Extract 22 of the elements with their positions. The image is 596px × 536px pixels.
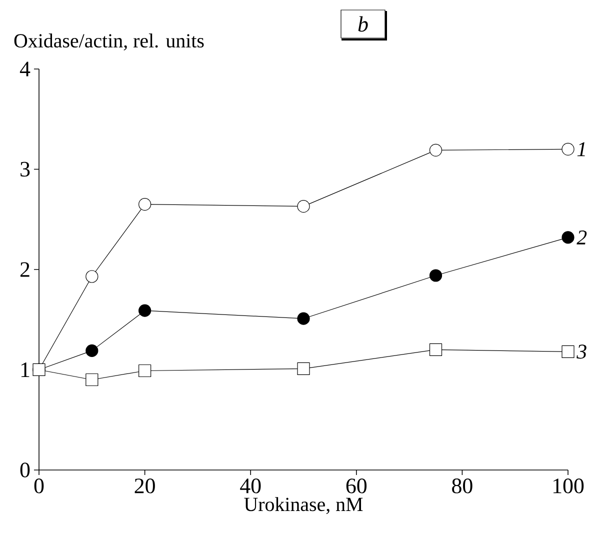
x-tick-label: 20 — [134, 478, 155, 494]
series-label: 3 — [576, 344, 586, 359]
x-axis-title: Urokinase, nM — [244, 497, 363, 514]
y-tick-label: 3 — [20, 162, 30, 177]
point — [138, 304, 152, 317]
point — [562, 231, 574, 244]
y-tick-label: 0 — [20, 462, 30, 478]
series-label: 2 — [576, 230, 587, 244]
point — [86, 344, 98, 357]
x-tick-label: 60 — [346, 478, 367, 494]
text: b — [358, 16, 368, 32]
series-label: 1 — [577, 142, 585, 156]
point — [429, 269, 442, 282]
y-axis-title: Oxidase/actin, rel. units — [14, 34, 204, 50]
y-tick-label: 4 — [20, 62, 30, 76]
x-tick-label: 100 — [553, 478, 584, 494]
x-tick-label: 40 — [240, 478, 261, 494]
point — [297, 312, 310, 325]
x-tick-label: 80 — [452, 478, 472, 494]
y-tick-label: 1 — [21, 362, 30, 377]
y-tick-label: 2 — [20, 262, 30, 277]
x-tick-label: 0 — [34, 478, 44, 494]
